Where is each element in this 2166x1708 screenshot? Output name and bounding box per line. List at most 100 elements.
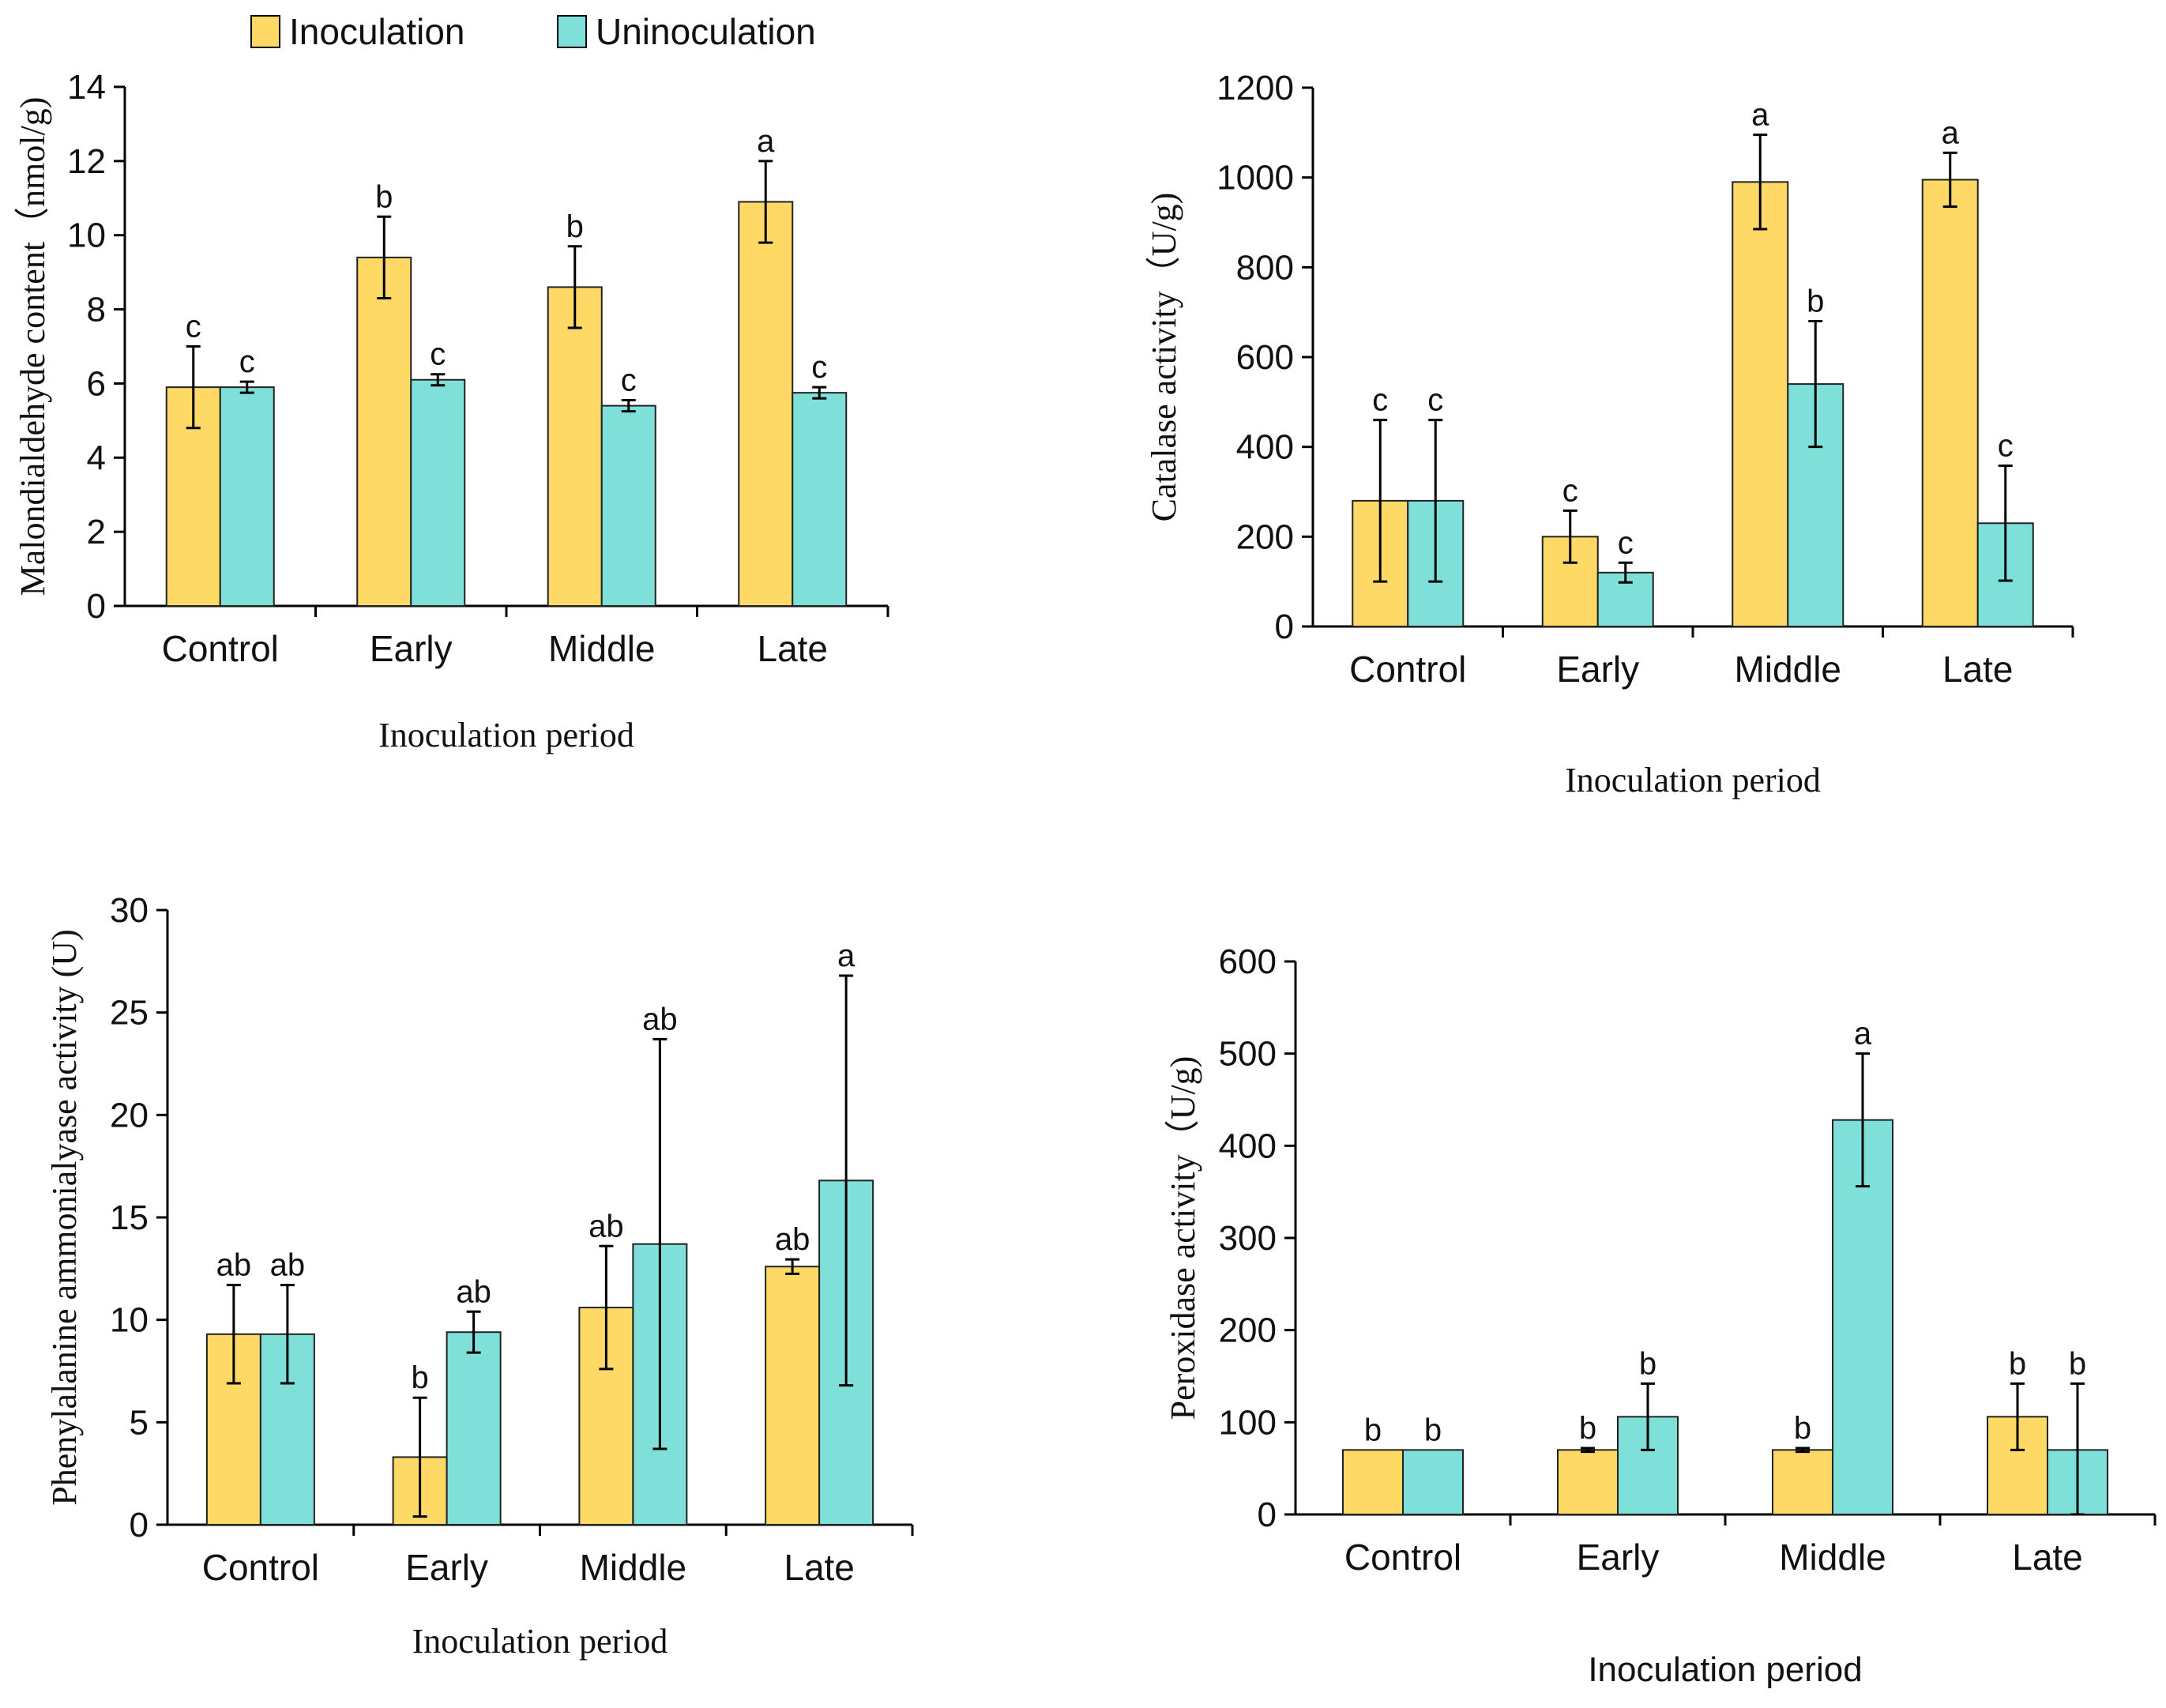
y-tick-label: 10 <box>67 216 106 255</box>
significance-label: c <box>1618 525 1634 560</box>
significance-label: a <box>1854 1017 1872 1052</box>
significance-label: a <box>757 124 775 159</box>
significance-label: c <box>1427 383 1443 418</box>
significance-label: b <box>412 1360 429 1395</box>
significance-label: a <box>837 939 855 973</box>
bar-uninoculation <box>600 404 656 607</box>
significance-label: c <box>430 337 446 372</box>
x-tick-label: Middle <box>1734 649 1841 690</box>
y-tick-label: 600 <box>1236 338 1294 377</box>
significance-label: b <box>1807 284 1824 319</box>
legend-label-uninoculation: Uninoculation <box>596 11 816 52</box>
y-tick-label: 12 <box>67 142 106 181</box>
y-tick-label: 1200 <box>1216 69 1294 107</box>
significance-label: ab <box>642 1002 678 1036</box>
x-tick-label: Early <box>405 1547 488 1588</box>
significance-label: a <box>1942 115 1960 150</box>
bar-uninoculation <box>410 378 466 607</box>
y-tick-label: 10 <box>110 1301 149 1340</box>
significance-label: b <box>2009 1346 2026 1381</box>
significance-label: c <box>811 350 827 385</box>
significance-label: ab <box>775 1222 810 1257</box>
significance-label: ab <box>270 1248 306 1283</box>
x-tick-label: Early <box>1577 1537 1660 1578</box>
y-tick-label: 0 <box>87 587 106 626</box>
y-axis-title: Peroxidase activity（U/g) <box>1164 1056 1202 1420</box>
y-tick-label: 800 <box>1236 248 1294 287</box>
legend: Inoculation Uninoculation <box>250 11 816 52</box>
x-axis-title: Inoculation period <box>1565 761 1821 799</box>
x-tick-label: Middle <box>548 628 656 669</box>
legend-swatch-uninoculation <box>557 15 587 48</box>
x-axis-title: Inoculation period <box>378 716 634 754</box>
bar-uninoculation <box>219 386 275 607</box>
bar-inoculation <box>1342 1449 1404 1516</box>
significance-label: ab <box>589 1209 624 1243</box>
y-tick-label: 100 <box>1219 1403 1277 1442</box>
legend-swatch-inoculation <box>250 15 280 48</box>
y-tick-label: 30 <box>110 891 149 930</box>
x-axis-title: Inoculation period <box>412 1622 668 1661</box>
bar-inoculation <box>547 286 603 607</box>
x-tick-label: Middle <box>1779 1537 1886 1578</box>
y-tick-label: 0 <box>130 1506 149 1544</box>
significance-label: c <box>1562 473 1578 508</box>
y-axis-title: Phenylalanine ammonialyase activity (U) <box>45 929 84 1505</box>
y-tick-label: 0 <box>1258 1495 1277 1534</box>
significance-label: c <box>239 344 255 379</box>
y-tick-label: 20 <box>110 1096 149 1134</box>
x-tick-label: Early <box>1556 649 1639 690</box>
significance-label: b <box>375 179 393 214</box>
legend-label-inoculation: Inoculation <box>289 11 465 52</box>
y-tick-label: 2 <box>87 513 106 551</box>
significance-label: b <box>1639 1346 1656 1381</box>
significance-label: c <box>621 363 637 398</box>
significance-label: b <box>566 209 584 244</box>
y-tick-label: 6 <box>87 364 106 403</box>
y-tick-label: 200 <box>1219 1311 1277 1350</box>
y-tick-label: 600 <box>1219 942 1277 981</box>
y-axis-title: Catalase activity（U/g) <box>1145 193 1183 522</box>
significance-label: a <box>1751 98 1769 133</box>
chart-catalase: 0 200 400 600 800 1000 1200 c c Control c c Early a b M… <box>1145 69 2074 799</box>
bar-inoculation <box>765 1266 821 1526</box>
chart-peroxidase: 0 100 200 300 400 500 600 b b Control b b Early b a Mid… <box>1164 942 2157 1689</box>
significance-label: c <box>186 310 201 344</box>
x-tick-label: Middle <box>580 1547 687 1588</box>
bar-inoculation <box>356 256 412 607</box>
significance-label: ab <box>216 1248 252 1283</box>
significance-label: b <box>2069 1346 2086 1381</box>
x-tick-label: Control <box>1344 1537 1461 1578</box>
y-tick-label: 5 <box>130 1403 149 1442</box>
x-tick-label: Late <box>784 1547 855 1588</box>
y-axis-title: Malondialdehyde content（nmol/g) <box>13 97 52 596</box>
x-tick-label: Control <box>202 1547 319 1588</box>
bar-inoculation <box>1921 179 1979 627</box>
y-tick-label: 8 <box>87 291 106 329</box>
bar-inoculation <box>1557 1449 1619 1516</box>
y-tick-label: 0 <box>1275 608 1294 646</box>
bar-inoculation <box>1772 1449 1833 1516</box>
x-tick-label: Control <box>162 628 279 669</box>
y-tick-label: 14 <box>67 68 106 107</box>
y-tick-label: 200 <box>1236 517 1294 556</box>
significance-label: c <box>1998 429 2014 464</box>
significance-label: b <box>1579 1411 1596 1446</box>
y-tick-label: 4 <box>87 438 106 477</box>
y-tick-label: 1000 <box>1216 159 1294 198</box>
x-tick-label: Control <box>1349 649 1466 690</box>
significance-label: ab <box>456 1274 491 1309</box>
bar-uninoculation <box>446 1331 502 1526</box>
bar-uninoculation <box>792 392 848 607</box>
bar-uninoculation <box>1402 1449 1464 1516</box>
x-tick-label: Late <box>1942 649 2014 690</box>
y-tick-label: 25 <box>110 994 149 1033</box>
significance-label: b <box>1364 1413 1382 1447</box>
y-tick-label: 15 <box>110 1198 149 1237</box>
y-tick-label: 300 <box>1219 1219 1277 1258</box>
bar-inoculation <box>738 201 794 607</box>
significance-label: c <box>1372 383 1388 418</box>
x-tick-label: Late <box>2012 1537 2083 1578</box>
x-tick-label: Early <box>370 628 453 669</box>
